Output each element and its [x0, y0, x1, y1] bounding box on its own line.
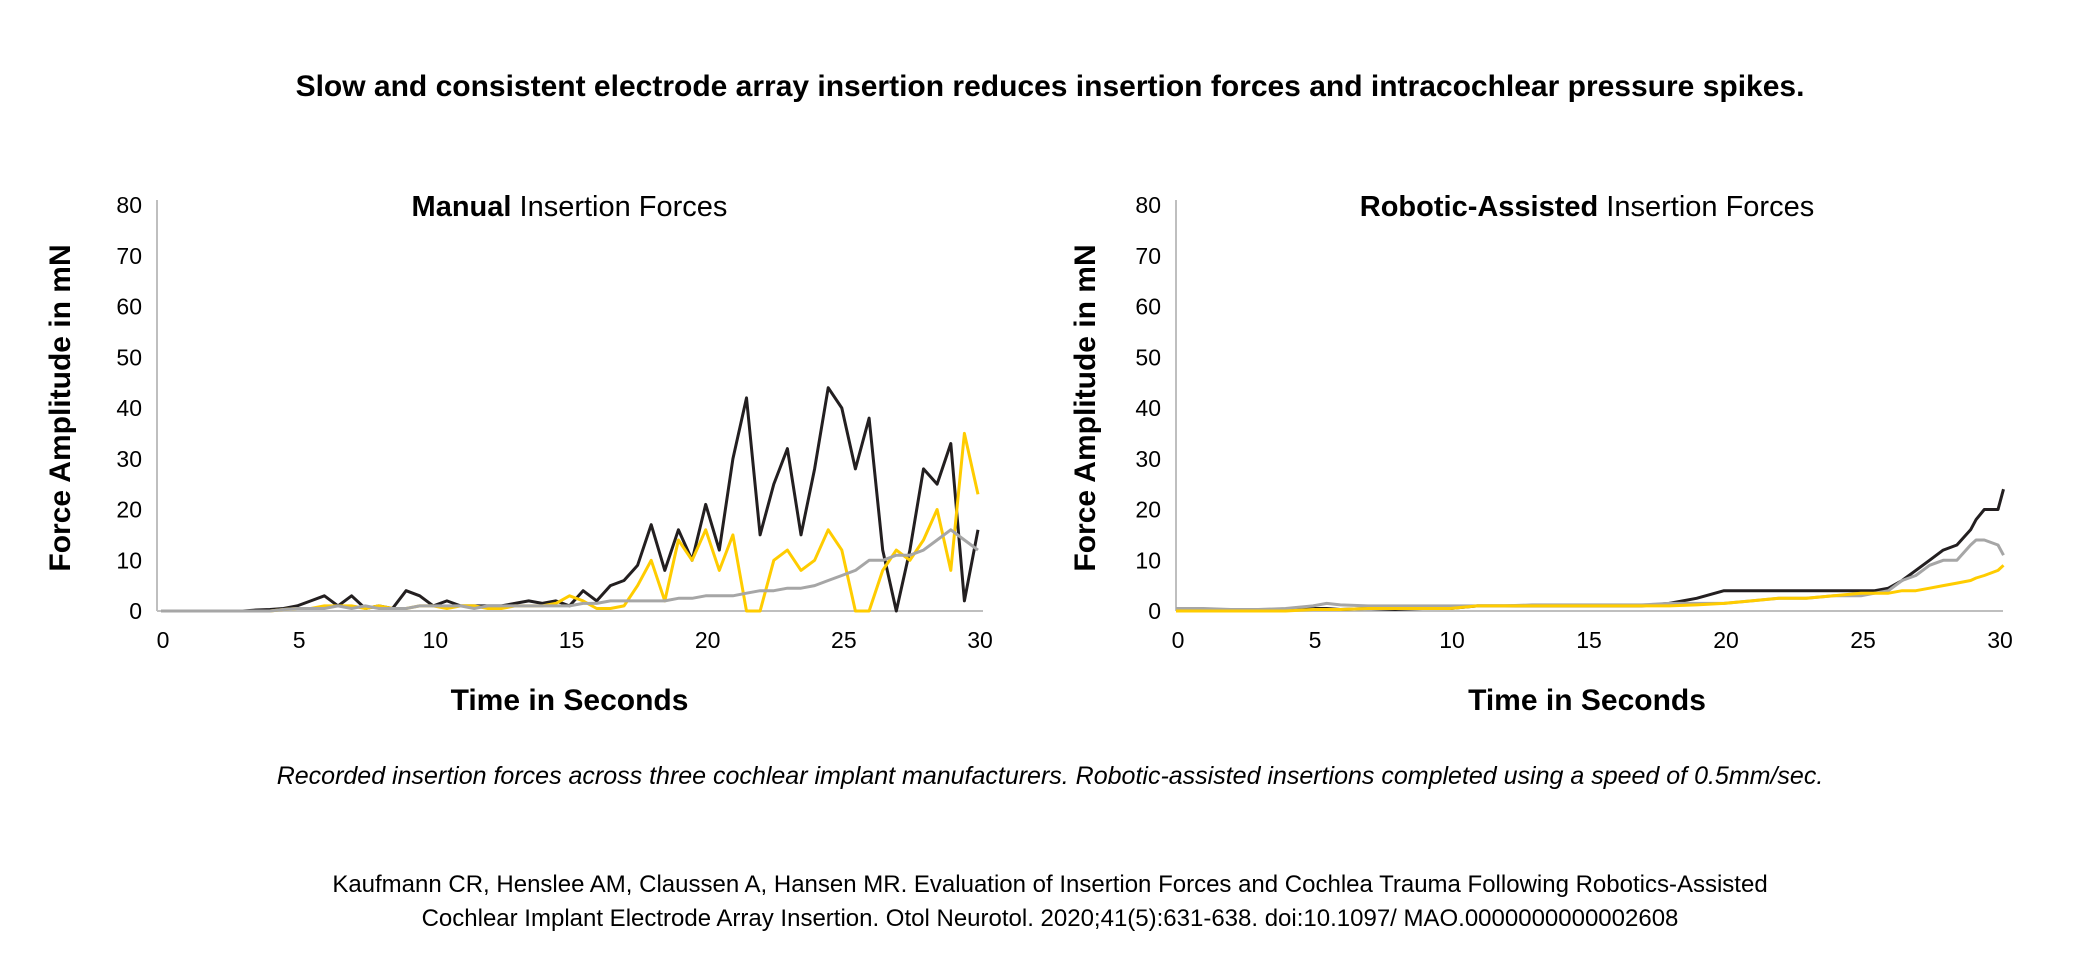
chart-title-rest: Insertion Forces — [511, 191, 727, 223]
headline: Slow and consistent electrode array inse… — [295, 70, 1805, 103]
manual-chart: 0 10 20 30 40 50 60 70 80 0 5 10 15 20 25 30 Manual Inse… — [44, 191, 993, 717]
x-tick-label: 0 — [157, 627, 170, 653]
y-tick-label: 60 — [116, 294, 142, 320]
y-tick-label: 10 — [1135, 547, 1161, 573]
citation-line-1: Kaufmann CR, Henslee AM, Claussen A, Han… — [332, 871, 1768, 898]
x-tick-label: 30 — [1987, 627, 2013, 653]
chart-title: Robotic-Assisted Insertion Forces — [1360, 191, 1814, 223]
y-tick-label: 80 — [1135, 192, 1161, 218]
series-line-black — [161, 386, 980, 613]
y-tick-label: 20 — [116, 497, 142, 523]
y-tick-label: 40 — [116, 395, 142, 421]
y-tick-label: 50 — [116, 344, 142, 370]
y-tick-label: 0 — [1148, 598, 1161, 624]
y-axis-title: Force Amplitude in mN — [44, 244, 77, 571]
y-tick-label: 50 — [1135, 344, 1161, 370]
chart-title-bold: Manual — [412, 191, 512, 223]
x-tick-label: 10 — [423, 627, 449, 653]
citation-line-2: Cochlear Implant Electrode Array Inserti… — [421, 905, 1679, 932]
x-tick-label: 30 — [967, 627, 993, 653]
y-tick-label: 70 — [116, 243, 142, 269]
x-tick-label: 15 — [1576, 627, 1602, 653]
figure-caption: Recorded insertion forces across three c… — [276, 762, 1824, 790]
x-tick-label: 20 — [695, 627, 721, 653]
series-line-gray — [1176, 538, 2005, 611]
x-tick-label: 20 — [1713, 627, 1739, 653]
x-tick-label: 10 — [1439, 627, 1465, 653]
series-line-yellow — [1176, 564, 2005, 613]
robotic-chart: 0 10 20 30 40 50 60 70 80 0 5 10 15 20 25 30 Robotic-Ass… — [1069, 191, 2013, 717]
chart-title-bold: Robotic-Assisted — [1360, 191, 1598, 223]
x-axis-title: Time in Seconds — [1468, 684, 1706, 717]
y-tick-label: 0 — [129, 598, 142, 624]
x-tick-label: 5 — [1309, 627, 1322, 653]
y-tick-label: 20 — [1135, 497, 1161, 523]
y-tick-label: 70 — [1135, 243, 1161, 269]
series-line-yellow — [161, 431, 980, 613]
chart-title-rest: Insertion Forces — [1598, 191, 1814, 223]
y-tick-label: 40 — [1135, 395, 1161, 421]
x-axis-title: Time in Seconds — [451, 684, 689, 717]
x-tick-label: 5 — [293, 627, 306, 653]
chart-title: Manual Insertion Forces — [412, 191, 728, 223]
y-tick-label: 30 — [116, 446, 142, 472]
y-tick-label: 80 — [116, 192, 142, 218]
x-tick-label: 25 — [831, 627, 857, 653]
x-tick-label: 0 — [1172, 627, 1185, 653]
x-tick-label: 15 — [559, 627, 585, 653]
y-axis-title: Force Amplitude in mN — [1069, 244, 1102, 571]
y-tick-label: 30 — [1135, 446, 1161, 472]
x-tick-label: 25 — [1850, 627, 1876, 653]
citation: Kaufmann CR, Henslee AM, Claussen A, Han… — [0, 868, 2100, 936]
series-line-gray — [161, 528, 979, 613]
y-tick-label: 10 — [116, 547, 142, 573]
y-tick-label: 60 — [1135, 294, 1161, 320]
